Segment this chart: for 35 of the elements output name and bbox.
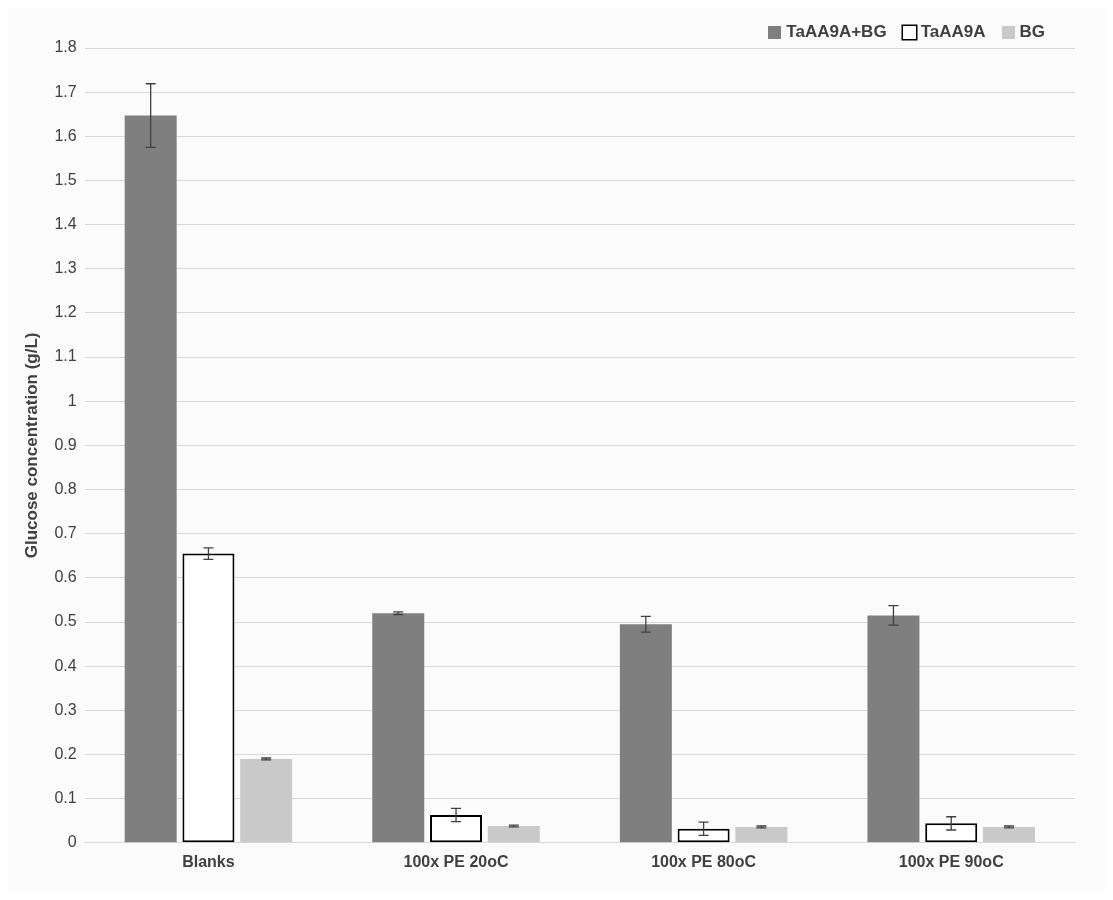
legend-label: BG [1019,22,1045,42]
y-tick-label: 1.4 [54,215,77,233]
x-tick-label: 100x PE 20oC [403,852,509,870]
y-tick-label: 1 [67,391,77,409]
bar [240,758,293,843]
y-tick-label: 0.8 [54,479,77,497]
y-tick-label: 0.4 [54,656,77,674]
y-axis-title: Glucose concentration (g/L) [21,332,41,559]
y-tick-label: 0.6 [54,568,77,586]
y-tick-label: 0.5 [54,612,77,630]
bar [982,826,1035,843]
y-tick-label: 1.2 [54,303,77,321]
y-tick-label: 1.7 [54,82,77,100]
x-tick-label: Blanks [182,852,235,870]
y-tick-label: 0.9 [54,435,77,453]
x-tick-label: 100x PE 80oC [651,852,757,870]
y-tick-label: 1.1 [54,347,77,365]
y-tick-label: 0.7 [54,524,77,542]
y-tick-label: 0.2 [54,744,77,762]
y-tick-label: 1.3 [54,259,77,277]
bar [372,613,425,843]
y-tick-label: 0 [67,833,77,851]
bar [867,615,920,843]
bar [124,115,177,843]
bar [735,826,788,843]
bar [619,624,672,843]
y-tick-label: 0.3 [54,700,77,718]
y-tick-label: 1.6 [54,126,77,144]
legend-label: TaAA9A [920,22,986,42]
x-tick-label: 100x PE 90oC [898,852,1005,870]
y-tick-label: 1.5 [54,170,77,188]
y-tick-label: 0.1 [54,789,77,807]
legend-label: TaAA9A+BG [786,22,887,42]
bar [487,826,540,843]
y-tick-label: 1.8 [54,38,77,56]
